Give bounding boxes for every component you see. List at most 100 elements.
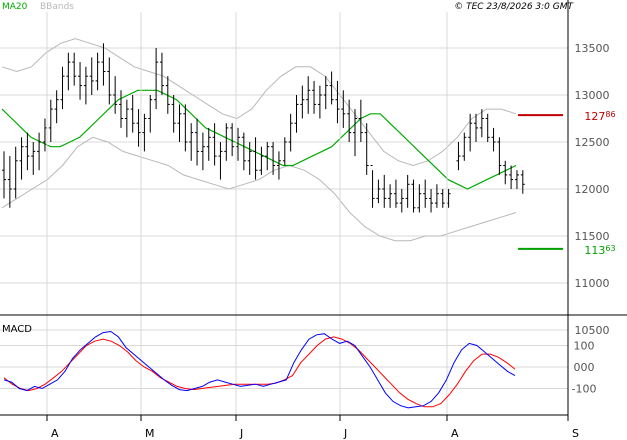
- ohlc-bar: [479, 109, 484, 138]
- bollinger-bands: [1, 38, 517, 242]
- ohlc-bar: [514, 170, 519, 189]
- ohlc-bar: [54, 90, 59, 124]
- resistance-level-int: 127: [584, 110, 605, 123]
- ohlc-bar: [497, 137, 502, 175]
- ohlc-bar: [119, 90, 123, 128]
- resistance-level-label: 12786: [584, 110, 615, 123]
- price-tick-label: 13000: [575, 89, 610, 102]
- ohlc-bar: [312, 80, 317, 114]
- macd-tick-label: 000: [574, 361, 595, 374]
- macd-tick-label: 100: [574, 340, 595, 353]
- ohlc-bar: [107, 57, 112, 105]
- ohlc-bar: [19, 137, 24, 180]
- ohlc-bar: [462, 132, 467, 161]
- macd-tick-label: -100: [572, 383, 597, 396]
- ohlc-bar: [142, 113, 147, 152]
- ohlc-bar: [364, 123, 369, 175]
- ohlc-bar: [171, 95, 176, 133]
- ohlc-bar: [83, 66, 88, 105]
- ohlc-bar: [468, 113, 473, 152]
- ohlc-bar: [323, 76, 328, 110]
- ohlc-bar: [2, 151, 6, 199]
- ohlc-bar: [60, 66, 65, 110]
- ohlc-bar: [485, 113, 490, 142]
- price-tick-label: 11000: [575, 277, 610, 290]
- ohlc-bar: [189, 123, 194, 161]
- ohlc-bar: [417, 184, 422, 213]
- bbands-legend: BBands: [40, 2, 74, 12]
- ohlc-bar: [358, 99, 363, 142]
- price-axis: 10500 11000 11500 12000 12500 13000 13500: [575, 42, 610, 337]
- ma20-legend: MA20: [2, 2, 28, 12]
- x-tick-label: A: [51, 427, 59, 440]
- ohlc-bar: [370, 165, 375, 208]
- ohlc-bar: [503, 160, 508, 185]
- price-bars: [2, 43, 525, 213]
- ohlc-bar: [247, 142, 252, 175]
- ohlc-bar: [440, 189, 445, 208]
- price-grid: [0, 47, 568, 331]
- ohlc-bar: [341, 90, 346, 128]
- ohlc-bar: [154, 48, 159, 110]
- macd-lines: [3, 330, 516, 409]
- ohlc-bar: [282, 137, 287, 166]
- ohlc-bar: [148, 95, 153, 133]
- ohlc-bar: [31, 142, 36, 175]
- ohlc-bar: [48, 99, 53, 142]
- ohlc-bar: [382, 174, 387, 208]
- ohlc-bar: [230, 123, 235, 157]
- price-levels: 12786 11363: [518, 110, 616, 257]
- ohlc-bar: [329, 71, 334, 105]
- ohlc-bar: [317, 85, 322, 119]
- ohlc-bar: [520, 170, 525, 194]
- ohlc-bar: [212, 123, 217, 166]
- ohlc-bar: [509, 165, 514, 189]
- x-tick-label: J: [343, 427, 347, 440]
- ohlc-bar: [218, 142, 223, 180]
- ohlc-bar: [411, 179, 416, 213]
- ohlc-bar: [200, 132, 205, 171]
- ohlc-bar: [136, 109, 141, 147]
- ohlc-bar: [130, 95, 135, 133]
- ohlc-bar: [113, 76, 118, 114]
- ma20-path: [1, 89, 517, 190]
- ohlc-bar: [101, 43, 106, 86]
- ohlc-bar: [393, 179, 398, 208]
- bollinger-lower-line: [1, 136, 517, 242]
- price-tick-label: 13500: [575, 42, 610, 55]
- resistance-level-frac: 86: [605, 110, 615, 119]
- macd-line: [3, 330, 516, 409]
- ohlc-bar: [306, 76, 311, 114]
- ohlc-bar: [300, 85, 305, 119]
- ohlc-bar: [195, 118, 200, 166]
- ohlc-bar: [474, 113, 478, 142]
- ohlc-bar: [271, 142, 276, 175]
- ohlc-bar: [491, 127, 496, 152]
- signal-line: [3, 336, 516, 408]
- x-tick-label: M: [145, 427, 155, 440]
- support-level-frac: 63: [605, 244, 615, 253]
- bollinger-upper-line: [1, 38, 517, 167]
- price-tick-label: 12000: [575, 183, 610, 196]
- ohlc-bar: [259, 146, 264, 175]
- ohlc-bar: [183, 104, 188, 152]
- x-tick-label: S: [572, 427, 579, 440]
- ohlc-bar: [37, 132, 42, 171]
- ohlc-bar: [294, 95, 299, 133]
- ohlc-bar: [265, 142, 270, 171]
- ohlc-bar: [165, 76, 170, 114]
- ohlc-bar: [95, 52, 100, 91]
- ohlc-bar: [388, 184, 393, 208]
- ohlc-bar: [89, 57, 94, 95]
- ohlc-bar: [124, 99, 129, 138]
- ohlc-bar: [25, 132, 30, 171]
- price-tick-label: 11500: [575, 230, 610, 243]
- ohlc-bar: [159, 52, 164, 95]
- ohlc-bar: [253, 137, 258, 180]
- price-tick-label: 12500: [575, 136, 610, 149]
- ohlc-bar: [423, 179, 428, 208]
- ohlc-bar: [434, 184, 439, 208]
- ohlc-bar: [42, 118, 47, 152]
- support-level-label: 11363: [584, 244, 615, 257]
